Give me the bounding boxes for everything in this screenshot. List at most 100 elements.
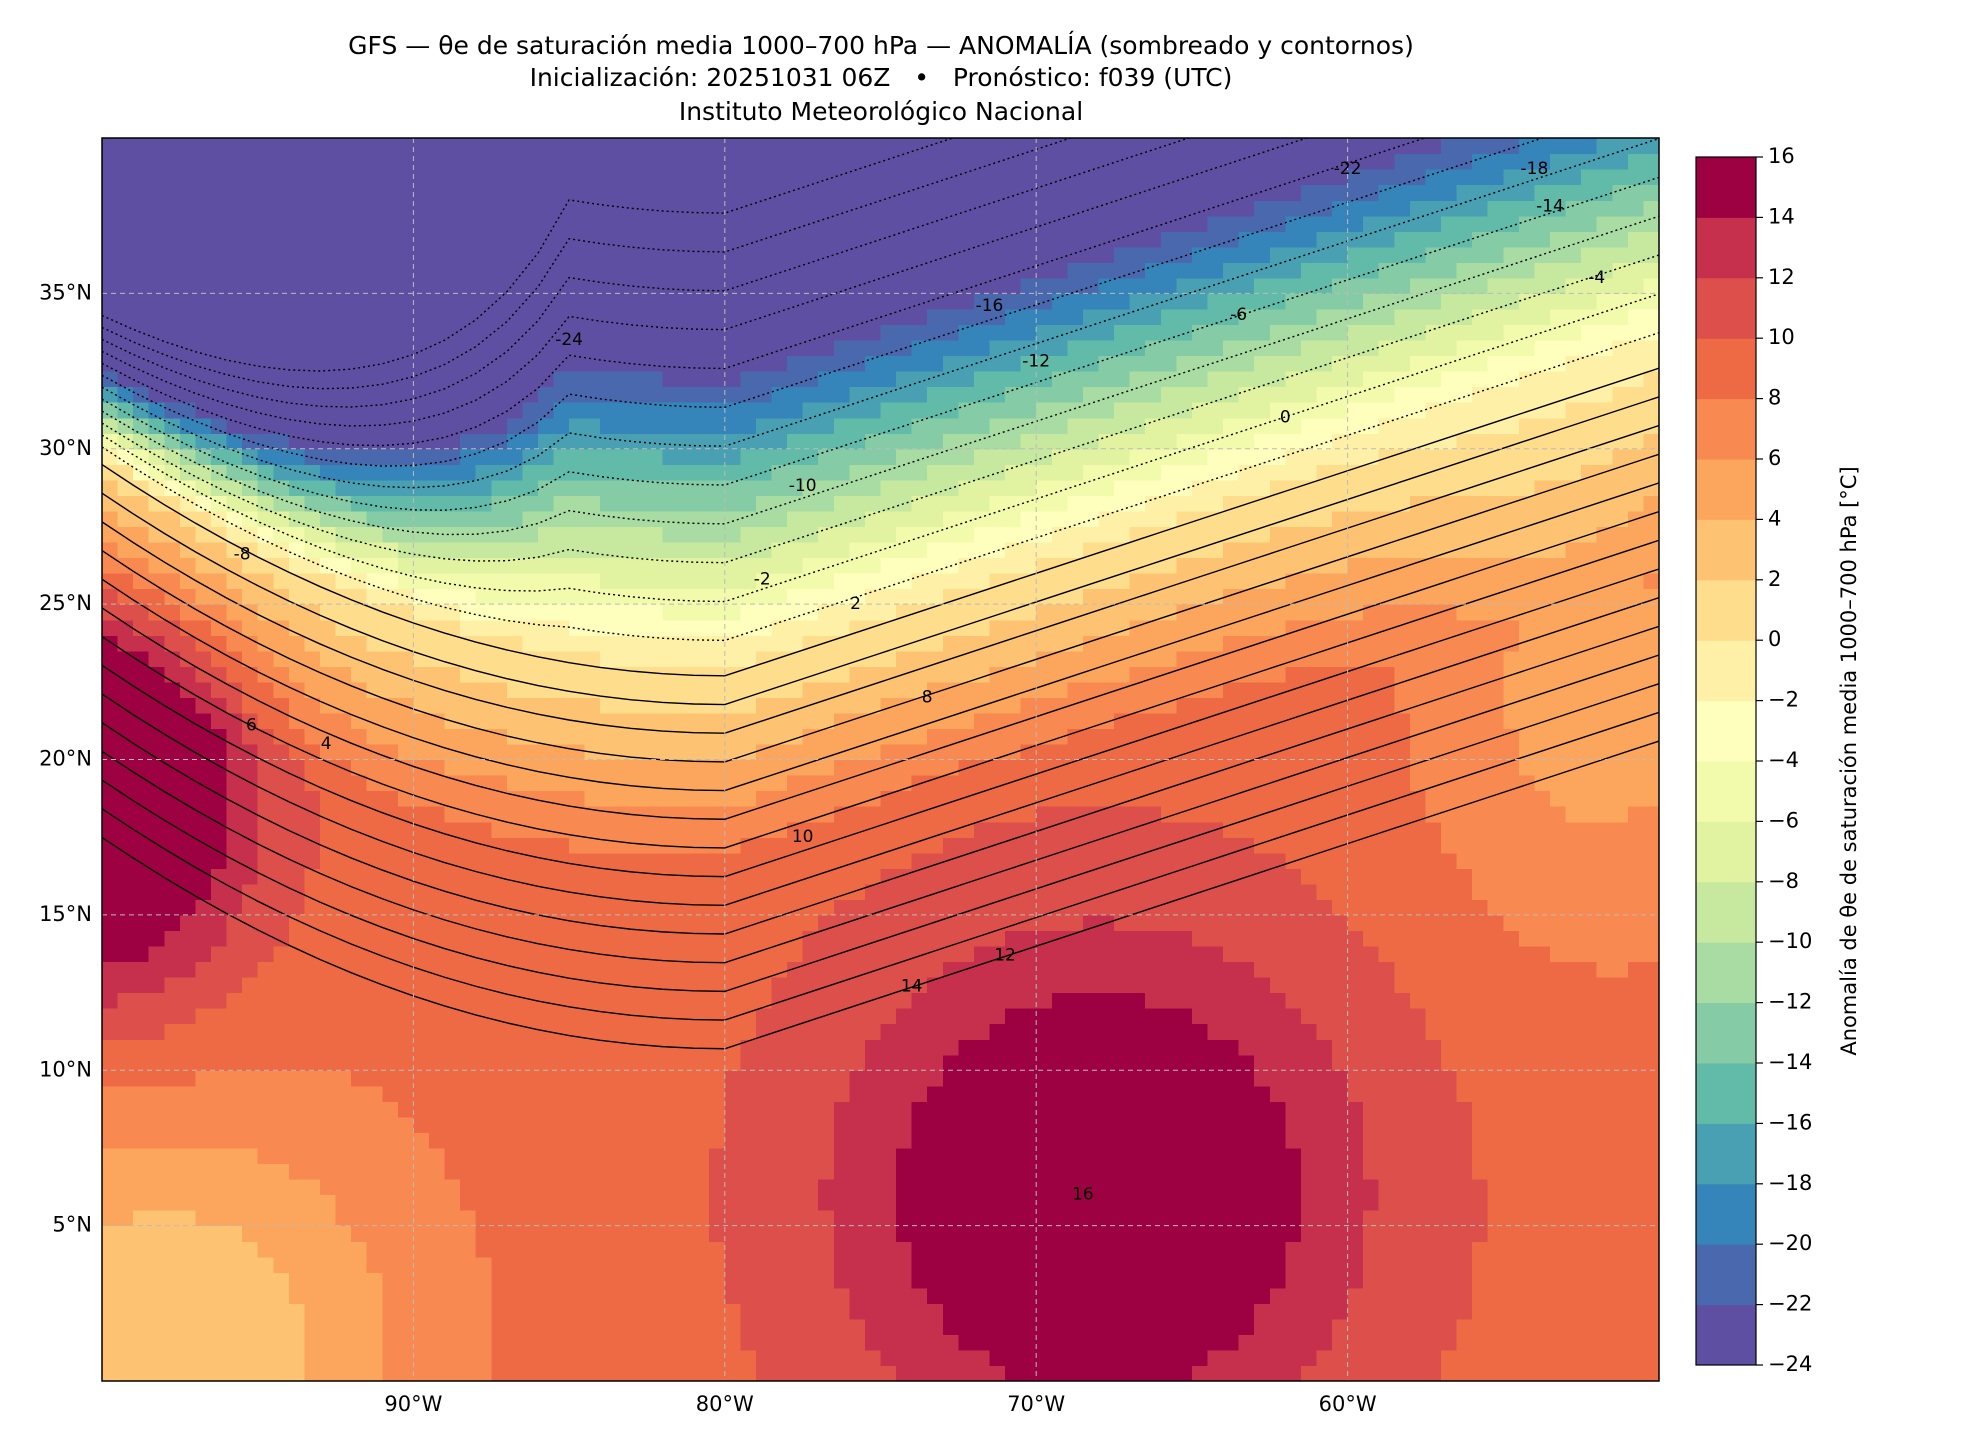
shading-cell xyxy=(646,541,664,559)
shading-cell xyxy=(958,1365,975,1381)
shading-cell xyxy=(1036,1256,1053,1273)
shading-cell xyxy=(569,324,586,341)
shading-cell xyxy=(896,899,913,916)
shading-cell xyxy=(491,433,508,450)
shading-cell xyxy=(896,417,913,434)
shading-cell xyxy=(927,1008,944,1025)
shading-cell xyxy=(491,324,508,341)
shading-cell xyxy=(646,231,664,248)
shading-cell xyxy=(1036,417,1053,434)
shading-cell xyxy=(1036,1225,1053,1242)
shading-cell xyxy=(148,1054,165,1071)
shading-cell xyxy=(133,1179,150,1196)
shading-cell xyxy=(335,277,352,294)
shading-cell xyxy=(771,1116,788,1133)
shading-cell xyxy=(288,433,306,450)
shading-cell xyxy=(164,604,181,621)
shading-cell xyxy=(366,992,383,1009)
shading-cell xyxy=(257,1023,274,1040)
shading-cell xyxy=(569,1116,586,1133)
shading-cell xyxy=(475,1287,492,1304)
shading-cell xyxy=(849,1179,866,1196)
shading-cell xyxy=(382,775,399,792)
shading-cell xyxy=(444,1132,461,1149)
shading-cell xyxy=(958,1070,975,1087)
shading-cell xyxy=(319,526,337,543)
shading-cell xyxy=(117,1272,134,1289)
shading-cell xyxy=(242,1070,259,1087)
shading-cell xyxy=(724,930,741,947)
shading-cell xyxy=(428,666,446,683)
shading-cell xyxy=(880,246,897,263)
shading-cell xyxy=(678,635,695,652)
shading-cell xyxy=(195,712,212,730)
shading-cell xyxy=(631,293,648,310)
shading-cell xyxy=(1067,1132,1084,1149)
shading-cell xyxy=(864,635,882,652)
shading-cell xyxy=(242,1023,259,1040)
shading-cell xyxy=(506,945,523,963)
shading-cell xyxy=(1067,883,1084,900)
shading-cell xyxy=(428,775,446,792)
shading-cell xyxy=(600,1256,617,1273)
shading-cell xyxy=(382,619,399,636)
shading-cell xyxy=(896,510,913,528)
shading-cell xyxy=(491,1116,508,1133)
shading-cell xyxy=(382,573,399,590)
shading-cell xyxy=(475,231,492,248)
shading-cell xyxy=(428,573,446,590)
shading-cell xyxy=(179,759,197,776)
shading-cell xyxy=(366,1256,383,1273)
shading-cell xyxy=(724,1163,741,1180)
shading-cell xyxy=(444,1101,461,1118)
shading-cell xyxy=(179,355,197,372)
shading-cell xyxy=(880,153,897,170)
shading-cell xyxy=(864,1085,882,1102)
shading-cell xyxy=(1051,1085,1068,1102)
shading-cell xyxy=(366,1147,383,1165)
shading-cell xyxy=(273,743,290,761)
shading-cell xyxy=(428,541,446,559)
shading-cell xyxy=(382,883,399,900)
shading-cell xyxy=(1020,1147,1037,1165)
shading-cell xyxy=(615,1272,632,1289)
shading-cell xyxy=(133,1287,150,1304)
shading-cell xyxy=(787,324,804,341)
shading-cell xyxy=(506,1039,523,1056)
shading-cell xyxy=(226,215,243,232)
shading-cell xyxy=(304,1147,321,1165)
shading-cell xyxy=(1005,619,1022,636)
shading-cell xyxy=(257,541,274,559)
shading-cell xyxy=(304,355,321,372)
shading-cell xyxy=(413,1147,430,1165)
shading-cell xyxy=(164,1070,181,1087)
shading-cell xyxy=(242,852,259,869)
shading-cell xyxy=(475,1241,492,1258)
shading-cell xyxy=(911,868,928,885)
shading-cell xyxy=(958,1101,975,1118)
shading-cell xyxy=(709,1116,726,1133)
shading-cell xyxy=(288,728,306,745)
shading-cell xyxy=(724,386,741,403)
shading-cell xyxy=(164,479,181,496)
shading-cell xyxy=(787,1023,804,1040)
shading-cell xyxy=(973,992,991,1009)
shading-cell xyxy=(942,386,959,403)
shading-cell xyxy=(787,1008,804,1025)
shading-cell xyxy=(319,479,337,496)
shading-cell xyxy=(787,1070,804,1087)
shading-cell xyxy=(771,200,788,217)
shading-cell xyxy=(1005,479,1022,496)
shading-cell xyxy=(740,541,757,559)
shading-cell xyxy=(818,277,835,294)
shading-cell xyxy=(102,1272,119,1289)
shading-cell xyxy=(257,1054,274,1071)
shading-cell xyxy=(522,417,539,434)
shading-cell xyxy=(351,1365,368,1381)
shading-cell xyxy=(818,961,835,978)
shading-cell xyxy=(366,386,383,403)
shading-cell xyxy=(584,588,601,605)
shading-cell xyxy=(257,138,274,155)
shading-cell xyxy=(102,464,119,481)
shading-cell xyxy=(927,169,944,186)
